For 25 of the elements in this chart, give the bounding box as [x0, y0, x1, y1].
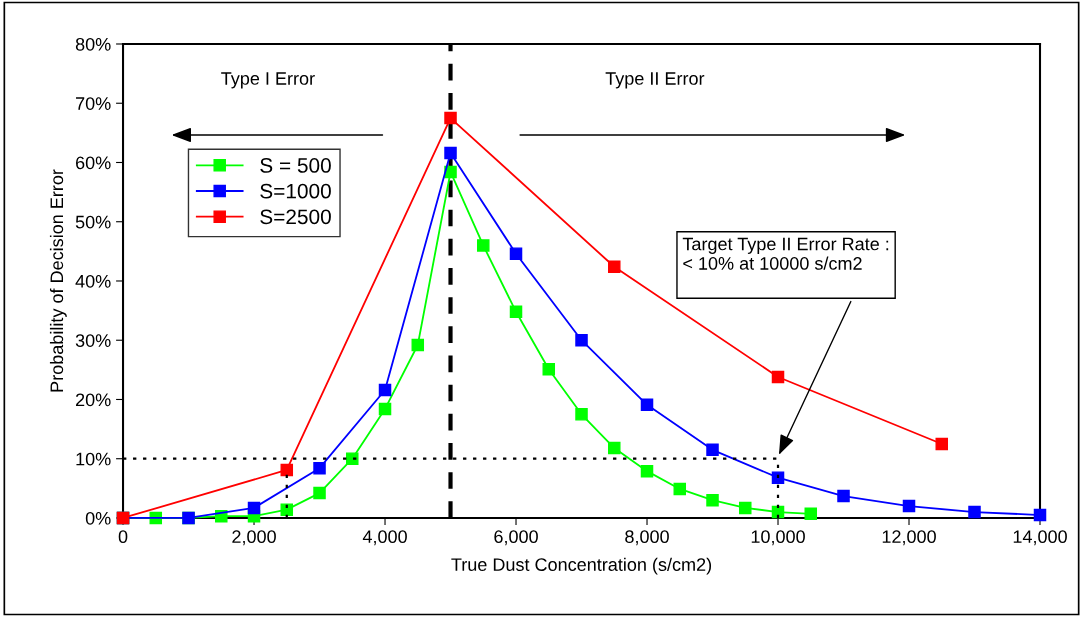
legend-label: S=2500: [260, 209, 331, 225]
x-tick-label: 4,000: [362, 530, 407, 546]
annotation: Type I Error: [221, 72, 315, 89]
x-tick-label: 8,000: [625, 530, 669, 546]
annotation: Target Type II Error Rate : < 10% at 10000 s/cm2: [682, 237, 889, 270]
x-axis-title: True Dust Concentration (s/cm2): [451, 557, 712, 575]
legend-label: S=1000: [260, 183, 331, 199]
x-tick-label: 14,000: [1013, 530, 1067, 546]
legend-label: S = 500: [260, 158, 331, 173]
y-tick-label: 30%: [75, 334, 111, 347]
annotation: Type II Error: [605, 72, 705, 89]
y-tick-label: 80%: [75, 37, 111, 51]
y-tick-label: 70%: [76, 97, 111, 110]
x-tick-label: 2,000: [232, 530, 276, 546]
y-tick-label: 50%: [75, 215, 111, 229]
x-tick-label: 6,000: [494, 530, 538, 546]
y-tick-label: 0%: [85, 511, 111, 525]
y-tick-label: 20%: [76, 393, 111, 407]
y-axis-title: Probability of Decision Error: [49, 169, 67, 392]
y-tick-label: 60%: [76, 156, 111, 170]
y-tick-label: 10%: [76, 452, 111, 466]
x-tick-label: 12,000: [882, 530, 936, 546]
y-tick-label: 40%: [75, 274, 111, 288]
x-tick-label: 0: [118, 530, 128, 544]
x-tick-label: 10,000: [751, 530, 805, 546]
